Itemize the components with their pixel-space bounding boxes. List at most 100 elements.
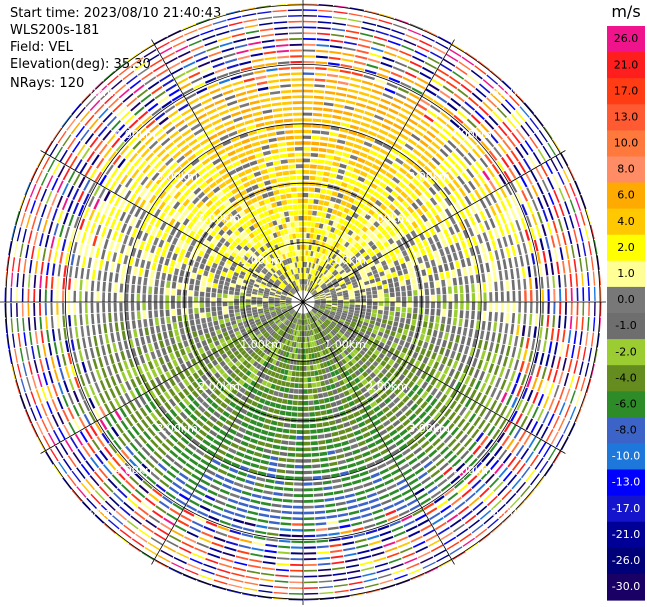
velocity-gate	[177, 456, 187, 465]
velocity-gate	[142, 232, 149, 242]
velocity-gate	[490, 399, 498, 411]
velocity-gate	[338, 360, 344, 367]
velocity-gate	[473, 368, 480, 379]
velocity-gate	[99, 450, 109, 461]
velocity-gate	[518, 161, 527, 173]
velocity-gate	[274, 372, 280, 379]
velocity-gate	[408, 330, 414, 338]
velocity-gate	[318, 309, 324, 314]
velocity-gate	[550, 431, 559, 445]
velocity-gate	[288, 315, 293, 321]
velocity-gate	[420, 371, 428, 380]
velocity-gate	[325, 328, 330, 334]
velocity-gate	[407, 390, 415, 398]
velocity-gate	[580, 195, 587, 210]
velocity-gate	[348, 325, 355, 331]
velocity-gate	[53, 464, 63, 478]
velocity-gate	[274, 296, 281, 299]
velocity-gate	[112, 342, 118, 353]
velocity-gate	[537, 379, 544, 392]
velocity-gate	[160, 317, 165, 325]
velocity-gate	[292, 505, 303, 509]
velocity-gate	[391, 405, 399, 414]
velocity-gate	[522, 158, 532, 171]
velocity-gate	[64, 366, 71, 379]
velocity-gate	[277, 321, 283, 327]
velocity-gate	[477, 419, 486, 430]
velocity-gate	[365, 360, 372, 367]
velocity-gate	[458, 344, 464, 353]
velocity-gate	[306, 330, 309, 337]
velocity-gate	[530, 363, 536, 376]
velocity-gate	[328, 56, 341, 61]
velocity-gate	[362, 346, 368, 353]
velocity-gate	[330, 267, 336, 274]
velocity-gate	[305, 325, 308, 331]
velocity-gate	[281, 292, 287, 296]
velocity-gate	[252, 311, 258, 316]
velocity-gate	[217, 568, 231, 574]
velocity-gate	[254, 338, 260, 345]
velocity-gate	[466, 356, 473, 366]
velocity-gate	[358, 367, 365, 374]
velocity-gate	[161, 272, 167, 281]
velocity-gate	[42, 344, 47, 357]
velocity-gate	[478, 370, 486, 381]
velocity-gate	[579, 331, 583, 345]
velocity-gate	[373, 83, 385, 90]
velocity-gate	[285, 411, 292, 417]
velocity-gate	[546, 222, 553, 235]
velocity-gate	[456, 268, 462, 277]
velocity-gate	[311, 376, 316, 382]
velocity-gate	[164, 401, 172, 411]
velocity-gate	[283, 487, 294, 492]
velocity-gate	[303, 441, 311, 446]
velocity-gate	[442, 294, 447, 302]
velocity-gate	[57, 382, 64, 395]
velocity-gate	[194, 336, 200, 344]
velocity-gate	[168, 567, 183, 575]
velocity-gate	[218, 562, 233, 569]
velocity-gate	[347, 244, 353, 250]
velocity-gate	[326, 73, 339, 78]
velocity-gate	[374, 457, 384, 465]
velocity-gate	[219, 275, 226, 281]
velocity-gate	[537, 148, 546, 162]
velocity-gate	[229, 286, 235, 292]
velocity-gate	[431, 141, 441, 150]
velocity-gate	[223, 314, 229, 319]
velocity-gate	[226, 384, 234, 392]
velocity-gate	[348, 197, 355, 204]
velocity-gate	[310, 251, 314, 257]
velocity-gate	[148, 514, 161, 524]
velocity-gate	[236, 507, 248, 513]
velocity-gate	[67, 352, 73, 365]
velocity-gate	[434, 214, 442, 223]
velocity-gate	[355, 181, 363, 188]
velocity-gate	[270, 289, 276, 293]
velocity-gate	[443, 263, 449, 272]
velocity-gate	[159, 309, 164, 317]
velocity-gate	[574, 375, 581, 390]
velocity-gate	[238, 544, 251, 549]
velocity-gate	[510, 410, 518, 422]
velocity-gate	[372, 236, 379, 244]
velocity-gate	[330, 383, 336, 390]
velocity-gate	[485, 262, 490, 273]
velocity-gate	[434, 224, 441, 233]
velocity-gate	[398, 391, 406, 399]
velocity-gate	[470, 114, 481, 125]
velocity-gate	[406, 423, 415, 431]
velocity-gate	[317, 21, 332, 24]
velocity-gate	[364, 418, 372, 425]
velocity-gate	[321, 125, 331, 130]
velocity-gate	[269, 515, 281, 519]
velocity-gate	[36, 344, 41, 359]
velocity-gate	[208, 515, 220, 522]
velocity-gate	[357, 279, 363, 284]
velocity-gate	[528, 436, 537, 449]
velocity-gate	[435, 204, 443, 213]
velocity-gate	[395, 172, 404, 180]
velocity-gate	[110, 262, 115, 272]
velocity-gate	[319, 325, 324, 331]
